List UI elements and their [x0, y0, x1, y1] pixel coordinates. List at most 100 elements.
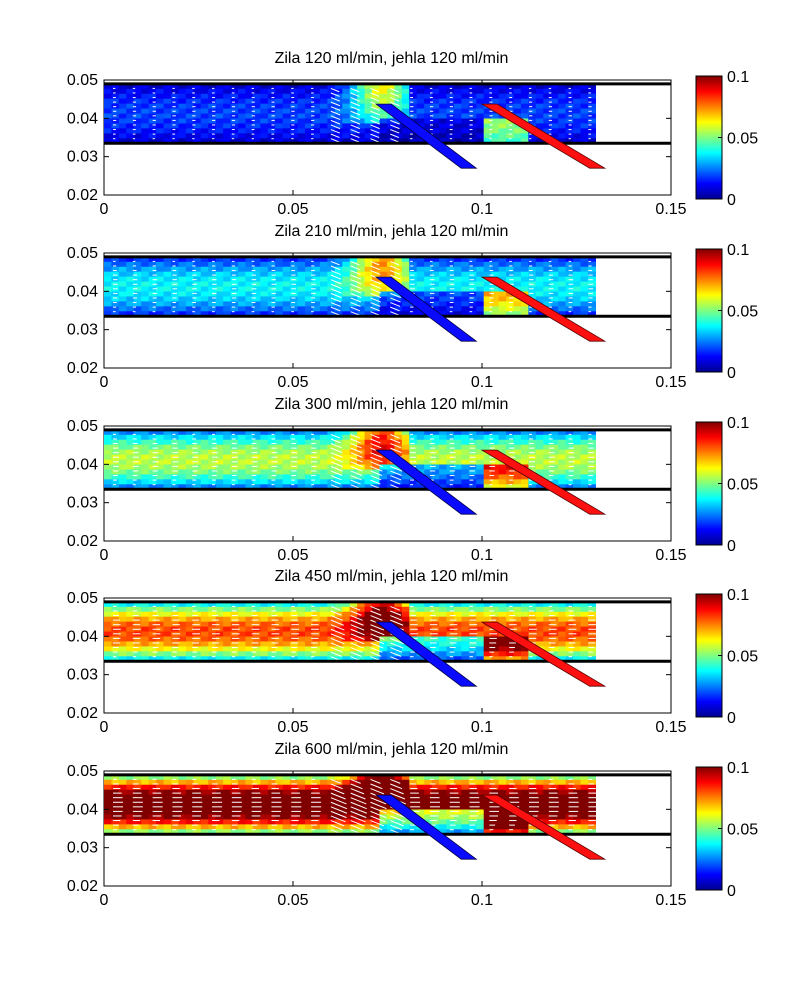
heat-cell: [543, 123, 552, 129]
heat-cell: [118, 439, 127, 446]
heat-cell: [200, 266, 209, 273]
heat-cell: [141, 261, 150, 268]
y-tick-label: 0.03: [67, 322, 98, 339]
heat-cell: [334, 799, 343, 806]
heat-cell: [476, 98, 485, 105]
heat-cell: [252, 301, 261, 307]
heat-cell: [587, 118, 596, 125]
heat-cell: [223, 93, 232, 100]
heat-cell: [587, 311, 596, 317]
heat-cell: [148, 261, 157, 268]
heat-cell: [513, 128, 522, 134]
heat-cell: [245, 261, 254, 268]
heat-cell: [282, 479, 291, 485]
heat-cell: [506, 93, 515, 100]
heat-cell: [267, 464, 276, 471]
heat-cell: [104, 291, 113, 298]
heat-cell: [305, 118, 314, 125]
heat-cell: [342, 621, 351, 628]
heat-cell: [461, 266, 470, 273]
heat-cell: [305, 286, 314, 293]
heat-cell: [520, 306, 529, 312]
heat-cell: [178, 789, 187, 796]
heat-cell: [305, 296, 314, 302]
heat-cell: [245, 651, 254, 657]
heat-cell: [424, 271, 433, 278]
heat-cell: [394, 311, 403, 317]
velocity-arrow: [390, 92, 400, 97]
x-tick-label: 0.15: [655, 374, 686, 391]
heat-cell: [431, 98, 440, 105]
heat-cell: [252, 774, 261, 781]
heat-cell: [453, 449, 462, 456]
heat-cell: [133, 829, 142, 835]
heat-cell: [267, 819, 276, 825]
heat-cell: [238, 108, 247, 115]
heat-cell: [275, 449, 284, 456]
heat-cell: [267, 784, 276, 791]
heat-cell: [580, 646, 589, 652]
heat-cell: [461, 261, 470, 268]
heat-cell: [513, 306, 522, 312]
heat-cell: [506, 611, 515, 618]
heat-cell: [550, 266, 559, 273]
heat-cell: [148, 88, 157, 95]
heat-cell: [282, 88, 291, 95]
heat-cell: [297, 651, 306, 657]
heat-cell: [520, 429, 529, 436]
heat-cell: [334, 601, 343, 608]
heat-cell: [126, 611, 135, 618]
heat-cell: [200, 286, 209, 293]
heat-cell: [171, 779, 180, 786]
velocity-arrow: [350, 610, 362, 616]
heat-cell: [558, 276, 567, 283]
heat-cell: [543, 286, 552, 293]
heat-cell: [297, 118, 306, 125]
heat-cell: [215, 93, 224, 100]
velocity-arrow: [390, 447, 402, 454]
heat-cell: [491, 261, 500, 268]
heat-cell: [573, 271, 582, 278]
heat-cell: [349, 108, 358, 115]
heat-cell: [550, 133, 559, 139]
heat-cell: [230, 774, 239, 781]
heat-cell: [185, 444, 194, 451]
heat-cell: [215, 113, 224, 120]
heat-cell: [528, 113, 537, 120]
heat-cell: [178, 641, 187, 647]
heat-cell: [342, 804, 351, 811]
heat-cell: [171, 98, 180, 105]
heat-cell: [290, 616, 299, 623]
heat-cell: [141, 108, 150, 115]
heat-cell: [312, 829, 321, 835]
heat-cell: [163, 779, 172, 786]
heat-cell: [126, 484, 135, 490]
heat-cell: [238, 656, 247, 662]
heat-cell: [416, 113, 425, 120]
heat-cell: [126, 281, 135, 288]
heat-cell: [223, 464, 232, 471]
heat-cell: [543, 454, 552, 461]
velocity-arrow: [390, 647, 403, 653]
heat-cell: [528, 656, 537, 662]
velocity-arrow: [330, 438, 341, 444]
heat-cell: [580, 601, 589, 608]
heat-cell: [416, 256, 425, 263]
heat-cell: [319, 256, 328, 263]
heat-cell: [565, 256, 574, 263]
heat-cell: [200, 128, 209, 134]
heat-cell: [133, 469, 142, 475]
heat-cell: [223, 799, 232, 806]
velocity-arrow: [390, 306, 400, 312]
heat-cell: [468, 311, 477, 317]
heat-cell: [267, 651, 276, 657]
heat-cell: [453, 266, 462, 273]
heat-cell: [543, 601, 552, 608]
heat-cell: [565, 641, 574, 647]
heat-cell: [171, 651, 180, 657]
heat-cell: [156, 306, 165, 312]
velocity-arrow: [370, 443, 382, 449]
heat-cell: [327, 291, 336, 298]
heat-cell: [580, 311, 589, 317]
heat-cell: [476, 103, 485, 110]
